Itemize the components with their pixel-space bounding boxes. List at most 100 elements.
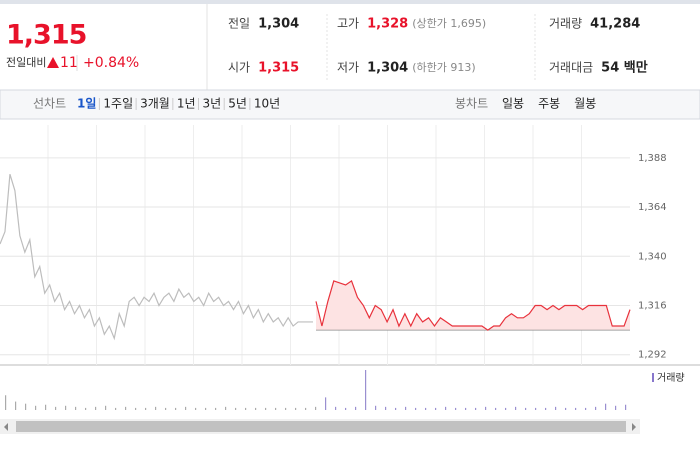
volume-bar (365, 370, 367, 410)
volume-bar (355, 406, 357, 410)
info-note: (하한가 913) (412, 60, 475, 74)
volume-bar (195, 407, 197, 410)
volume-bar (115, 407, 117, 410)
volume-bar (375, 405, 377, 410)
previous-line (0, 174, 313, 341)
y-tick-label: 1,388 (638, 153, 667, 164)
volume-bar (205, 407, 207, 410)
info-label: 거래량 (549, 17, 582, 31)
volume-bar (45, 404, 47, 410)
volume-bar (605, 403, 607, 410)
volume-bar (575, 407, 577, 410)
volume-bar (175, 407, 177, 410)
candle-tab[interactable]: 일봉 (502, 97, 524, 111)
period-tab[interactable]: 3년 (203, 97, 222, 111)
volume-bar (515, 406, 517, 410)
info-label: 저가 (337, 61, 359, 75)
volume-bar (565, 407, 567, 410)
volume-bar (35, 405, 37, 410)
volume-bar (595, 406, 597, 410)
volume-bar (245, 407, 247, 410)
volume-bar (435, 407, 437, 410)
volume-bar (525, 407, 527, 410)
volume-bar (315, 406, 317, 410)
info-label: 고가 (337, 17, 359, 31)
volume-bar (335, 406, 337, 410)
volume-bar (395, 407, 397, 410)
tab-bar (0, 89, 700, 120)
volume-legend: 거래량 (657, 372, 685, 384)
y-tick-label: 1,340 (638, 251, 667, 262)
info-value: 1,304 (367, 61, 408, 76)
info-note: (상한가 1,695) (412, 17, 486, 30)
volume-bar (85, 407, 87, 410)
volume-bar (445, 406, 447, 410)
volume-bar (385, 406, 387, 410)
volume-bar (275, 407, 277, 410)
volume-bar (155, 406, 157, 410)
volume-bar (505, 407, 507, 410)
volume-bar (255, 407, 257, 410)
candle-tab[interactable]: 주봉 (538, 97, 560, 111)
period-tab[interactable]: 5년 (228, 97, 247, 111)
volume-bar (625, 404, 627, 410)
volume-bar (585, 407, 587, 410)
period-tab[interactable]: 1주일 (103, 97, 133, 111)
change-label: 전일대비 (6, 55, 46, 69)
volume-bar (145, 407, 147, 410)
volume-bar (95, 406, 97, 410)
info-label: 거래대금 (549, 61, 593, 75)
volume-bar (555, 406, 557, 410)
volume-bar (495, 407, 497, 410)
y-tick-label: 1,364 (638, 202, 667, 213)
volume-bar (225, 406, 227, 410)
candle-tab[interactable]: 월봉 (574, 97, 596, 111)
volume-bar (455, 407, 457, 410)
y-tick-label: 1,316 (638, 301, 667, 312)
volume-bar (485, 406, 487, 410)
legend-swatch (652, 373, 654, 382)
volume-bar (105, 405, 107, 410)
volume-bar (425, 407, 427, 410)
volume-bar (55, 406, 57, 410)
volume-bar (215, 407, 217, 410)
volume-bar (305, 407, 307, 410)
volume-bar (125, 406, 127, 410)
info-value: 54 백만 (601, 60, 648, 76)
change: 11 (60, 55, 78, 71)
volume-bar (345, 407, 347, 410)
volume-bar (325, 397, 327, 410)
scroll-left[interactable] (4, 423, 8, 431)
volume-bar (415, 407, 417, 410)
up-arrow (47, 57, 59, 68)
scroll-right[interactable] (632, 423, 636, 431)
volume-bar (65, 405, 67, 410)
scroll-thumb[interactable] (16, 421, 626, 432)
volume-bar (405, 406, 407, 410)
line-chart-label: 선차트 (33, 97, 66, 111)
info-label: 시가 (228, 61, 250, 75)
period-tab[interactable]: 3개월 (140, 97, 170, 111)
volume-bar (295, 407, 297, 410)
volume-bar (165, 407, 167, 410)
volume-bar (465, 407, 467, 410)
period-tab[interactable]: 1년 (177, 97, 196, 111)
volume-bar (475, 407, 477, 410)
volume-bar (285, 407, 287, 410)
volume-bar (545, 407, 547, 410)
period-tab[interactable]: 10년 (254, 97, 280, 111)
volume-bar (265, 407, 267, 410)
candle-chart-label: 봉차트 (455, 97, 488, 111)
volume-bar (75, 406, 77, 410)
info-value: 1,315 (258, 61, 299, 76)
volume-bar (5, 395, 7, 410)
volume-bar (535, 407, 537, 410)
price: 1,315 (6, 20, 86, 51)
volume-bar (185, 406, 187, 410)
period-tab[interactable]: 1일 (77, 97, 96, 111)
info-label: 전일 (228, 17, 250, 31)
y-tick-label: 1,292 (638, 350, 667, 361)
volume-bar (135, 407, 137, 410)
